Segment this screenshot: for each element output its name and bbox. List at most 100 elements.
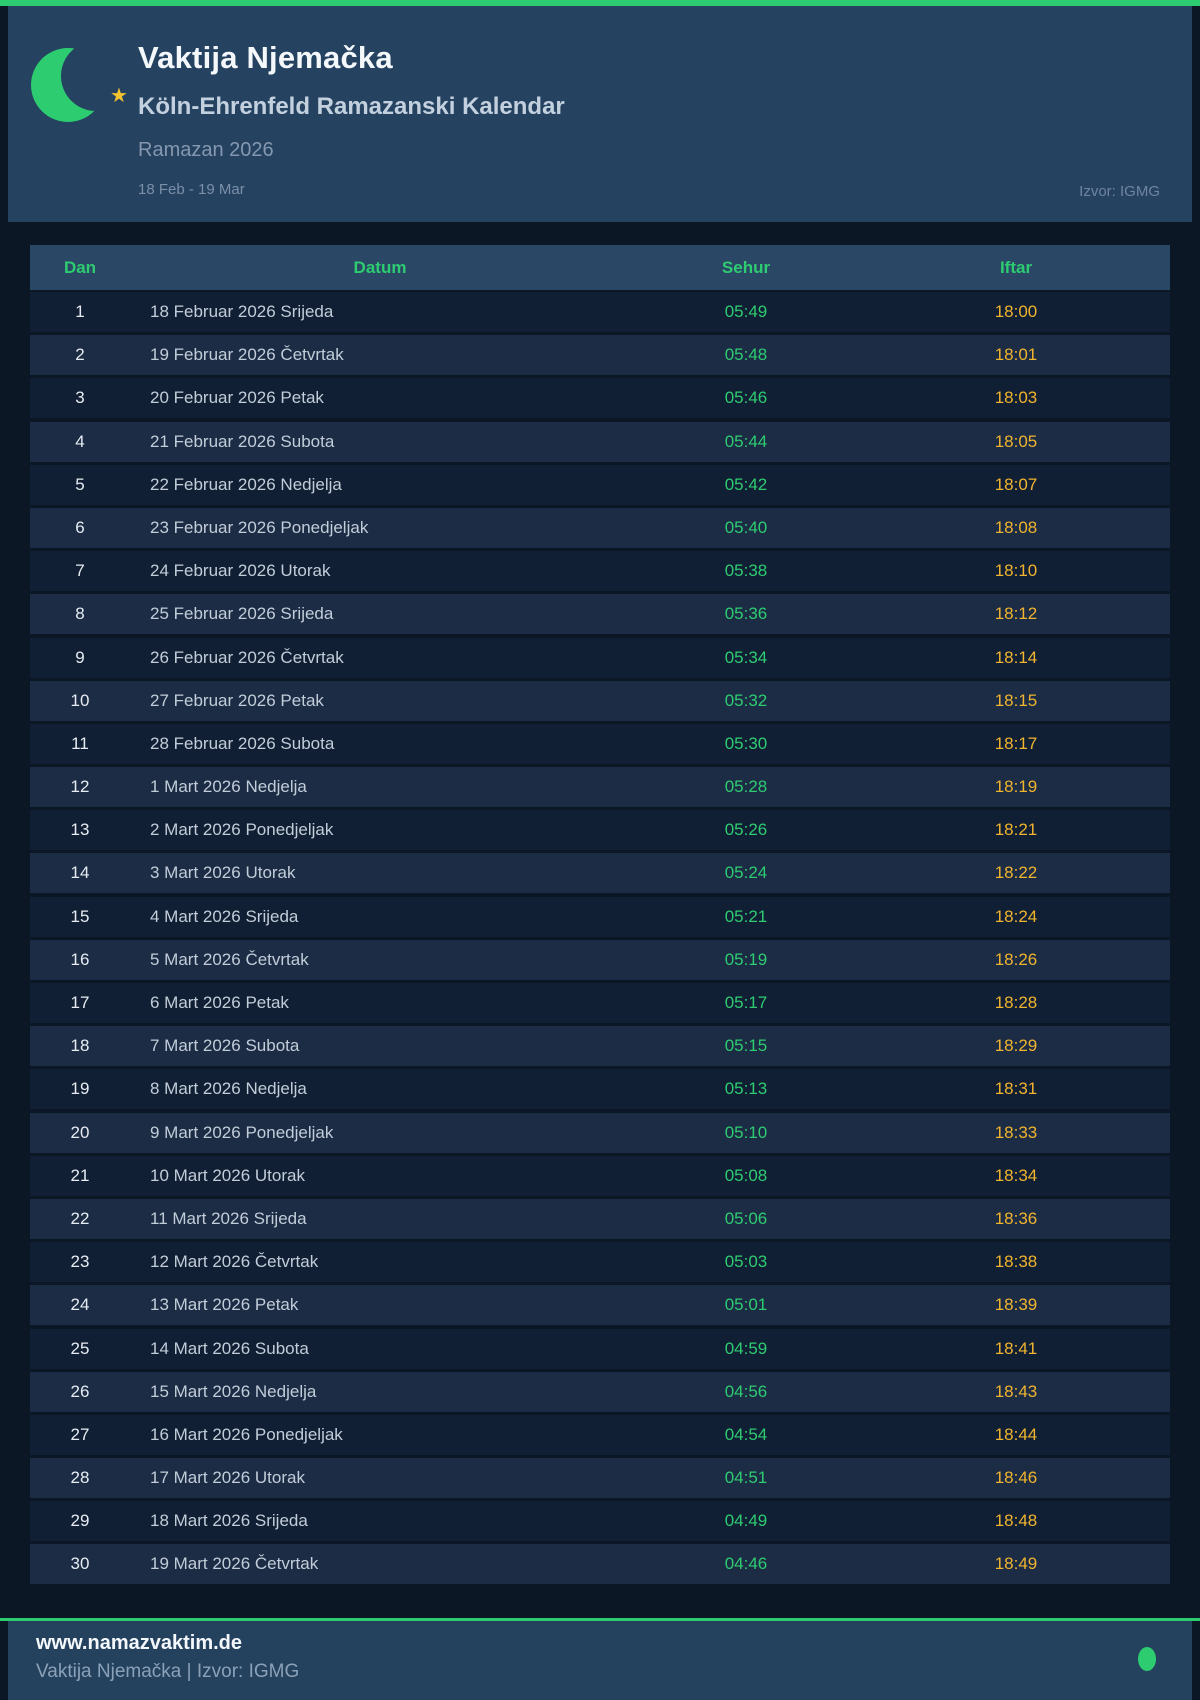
day-cell: 26 (70, 1381, 90, 1401)
sehur-cell: 05:26 (724, 820, 768, 840)
table-row: 18 7 Mart 2026 Subota 05:15 18:29 (30, 1026, 1170, 1067)
date-cell: 17 Mart 2026 Utorak (150, 1468, 305, 1488)
iftar-cell: 18:48 (994, 1511, 1038, 1531)
day-cell: 24 (70, 1295, 90, 1315)
date-cell: 23 Februar 2026 Ponedjeljak (150, 517, 369, 537)
sehur-cell: 05:30 (724, 733, 768, 753)
table-row: 22 11 Mart 2026 Srijeda 05:06 18:36 (30, 1198, 1170, 1239)
date-cell: 27 Februar 2026 Petak (150, 690, 324, 710)
date-cell: 19 Mart 2026 Četvrtak (150, 1554, 319, 1574)
iftar-cell: 18:26 (994, 949, 1038, 969)
sehur-cell: 05:01 (724, 1295, 768, 1315)
iftar-cell: 18:36 (994, 1208, 1038, 1228)
iftar-cell: 18:31 (994, 1079, 1038, 1099)
table-row: 6 23 Februar 2026 Ponedjeljak 05:40 18:0… (30, 507, 1170, 548)
day-cell: 8 (75, 604, 85, 624)
sehur-cell: 05:49 (724, 302, 768, 321)
page-subtitle: Köln-Ehrenfeld Ramazanski Kalendar (138, 93, 565, 120)
iftar-cell: 18:08 (994, 517, 1038, 537)
sehur-cell: 05:40 (724, 517, 768, 537)
iftar-cell: 18:46 (994, 1468, 1038, 1488)
date-cell: 21 Februar 2026 Subota (150, 431, 335, 451)
day-cell: 3 (75, 388, 85, 408)
day-cell: 28 (70, 1468, 90, 1488)
iftar-cell: 18:05 (994, 431, 1038, 451)
table-row: 23 12 Mart 2026 Četvrtak 05:03 18:38 (30, 1242, 1170, 1283)
sehur-cell: 05:34 (724, 647, 768, 667)
sehur-cell: 05:42 (724, 474, 768, 494)
iftar-cell: 18:28 (994, 993, 1038, 1012)
table-row: 4 21 Februar 2026 Subota 05:44 18:05 (30, 421, 1170, 462)
date-cell: 1 Mart 2026 Nedjelja (150, 777, 307, 797)
status-dot (1138, 1647, 1156, 1671)
table-header-row: Dan Datum Sehur Iftar (30, 245, 1170, 290)
table-row: 3 20 Februar 2026 Petak 05:46 18:03 (30, 378, 1170, 419)
iftar-cell: 18:00 (994, 302, 1038, 321)
sehur-cell: 05:48 (724, 345, 768, 365)
sehur-cell: 04:54 (724, 1424, 768, 1444)
iftar-cell: 18:03 (994, 388, 1038, 408)
date-cell: 5 Mart 2026 Četvrtak (150, 949, 309, 969)
day-cell: 14 (70, 863, 90, 883)
iftar-cell: 18:01 (994, 345, 1038, 365)
table-row: 27 16 Mart 2026 Ponedjeljak 04:54 18:44 (30, 1414, 1170, 1455)
day-cell: 5 (75, 474, 85, 494)
day-cell: 13 (70, 820, 90, 840)
website-link[interactable]: www.namazvaktim.de (36, 1632, 242, 1654)
footer: www.namazvaktim.de Vaktija Njemačka | Iz… (8, 1621, 1192, 1700)
date-cell: 4 Mart 2026 Srijeda (150, 906, 299, 926)
day-cell: 15 (70, 906, 90, 926)
sehur-cell: 05:17 (724, 993, 768, 1012)
sehur-cell: 05:24 (724, 863, 768, 883)
table-row: 13 2 Mart 2026 Ponedjeljak 05:26 18:21 (30, 810, 1170, 851)
sehur-cell: 05:15 (724, 1036, 768, 1056)
iftar-cell: 18:24 (994, 906, 1038, 926)
iftar-cell: 18:39 (994, 1295, 1038, 1315)
iftar-cell: 18:17 (994, 733, 1038, 753)
table-row: 28 17 Mart 2026 Utorak 04:51 18:46 (30, 1458, 1170, 1499)
page-title: Vaktija Njemačka (138, 40, 393, 75)
iftar-cell: 18:33 (994, 1122, 1038, 1142)
table-row: 16 5 Mart 2026 Četvrtak 05:19 18:26 (30, 939, 1170, 980)
date-cell: 15 Mart 2026 Nedjelja (150, 1381, 317, 1401)
day-cell: 11 (71, 733, 89, 753)
table-row: 2 19 Februar 2026 Četvrtak 05:48 18:01 (30, 335, 1170, 376)
iftar-cell: 18:12 (994, 604, 1038, 624)
day-cell: 18 (70, 1036, 90, 1056)
day-cell: 1 (75, 302, 85, 321)
sehur-cell: 05:06 (724, 1208, 768, 1228)
table-row: 12 1 Mart 2026 Nedjelja 05:28 18:19 (30, 767, 1170, 808)
table-row: 29 18 Mart 2026 Srijeda 04:49 18:48 (30, 1501, 1170, 1542)
sehur-cell: 05:08 (724, 1165, 768, 1185)
sehur-cell: 05:32 (724, 690, 768, 710)
table-row: 15 4 Mart 2026 Srijeda 05:21 18:24 (30, 896, 1170, 937)
table-row: 21 10 Mart 2026 Utorak 05:08 18:34 (30, 1155, 1170, 1196)
sehur-cell: 04:46 (724, 1554, 768, 1574)
iftar-cell: 18:41 (994, 1338, 1038, 1358)
date-cell: 18 Mart 2026 Srijeda (150, 1511, 308, 1531)
iftar-cell: 18:10 (994, 561, 1038, 581)
top-accent-bar (0, 0, 1200, 6)
table-row: 1 18 Februar 2026 Srijeda 05:49 18:00 (30, 292, 1170, 332)
sehur-cell: 05:38 (724, 561, 768, 581)
iftar-cell: 18:44 (994, 1424, 1038, 1444)
date-cell: 2 Mart 2026 Ponedjeljak (150, 820, 334, 840)
date-cell: 28 Februar 2026 Subota (150, 733, 335, 753)
sehur-cell: 05:46 (724, 388, 768, 408)
date-range: 18 Feb - 19 Mar (138, 181, 245, 198)
day-cell: 17 (70, 993, 90, 1012)
source-label: Izvor: IGMG (1079, 183, 1160, 200)
sehur-cell: 05:44 (724, 431, 768, 451)
iftar-cell: 18:49 (994, 1554, 1038, 1574)
table-row: 14 3 Mart 2026 Utorak 05:24 18:22 (30, 853, 1170, 894)
day-cell: 21 (70, 1165, 90, 1185)
column-header-sehur: Sehur (721, 257, 771, 277)
date-cell: 14 Mart 2026 Subota (150, 1338, 309, 1358)
day-cell: 12 (70, 777, 90, 797)
footer-credit: Vaktija Njemačka | Izvor: IGMG (36, 1661, 300, 1682)
iftar-cell: 18:14 (994, 647, 1038, 667)
iftar-cell: 18:29 (994, 1036, 1038, 1056)
day-cell: 9 (75, 647, 85, 667)
date-cell: 10 Mart 2026 Utorak (150, 1165, 305, 1185)
date-cell: 11 Mart 2026 Srijeda (150, 1208, 307, 1228)
